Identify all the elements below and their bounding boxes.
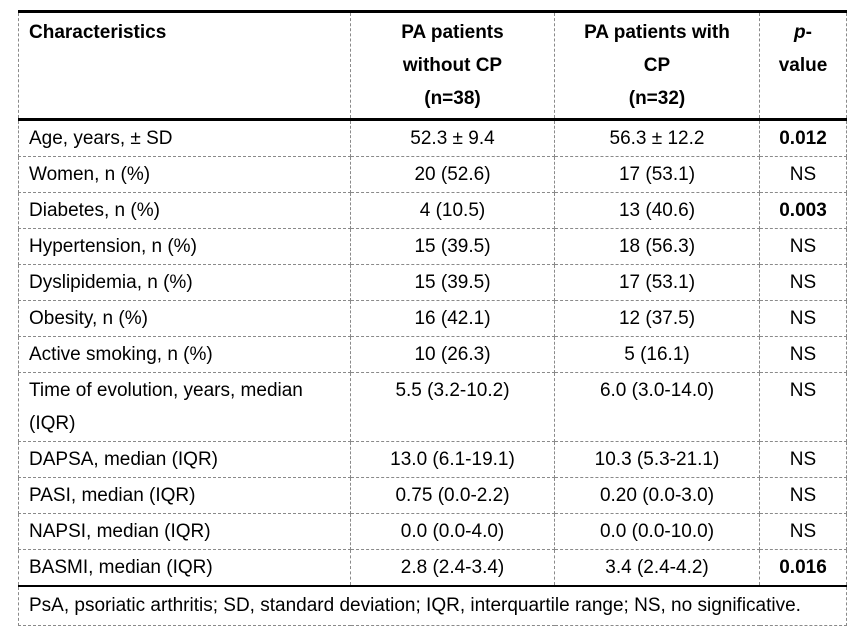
cell-with-cp: 0.20 (0.0-3.0) [554,477,760,514]
cell-with-cp: 0.0 (0.0-10.0) [554,513,760,550]
table-row-napsi: NAPSI, median (IQR) 0.0 (0.0-4.0) 0.0 (0… [18,513,847,550]
cell-characteristic: Hypertension, n (%) [18,228,351,265]
cell-characteristic: DAPSA, median (IQR) [18,441,351,478]
cell-with-cp: 56.3 ± 12.2 [554,119,760,157]
cell-without-cp: 15 (39.5) [350,264,555,301]
header-p-value: p-value [759,10,847,121]
cell-p-value: NS [759,300,847,337]
cell-without-cp: 2.8 (2.4-3.4) [350,549,555,587]
cell-p-value: NS [759,156,847,193]
cell-with-cp: 17 (53.1) [554,156,760,193]
header-pa-with-cp: PA patients with CP (n=32) [554,10,760,121]
cell-p-value: NS [759,477,847,514]
table-row-pasi: PASI, median (IQR) 0.75 (0.0-2.2) 0.20 (… [18,477,847,514]
cell-characteristic: BASMI, median (IQR) [18,549,351,587]
header-pa-without-cp: PA patients without CP (n=38) [350,10,555,121]
footnote-row: PsA, psoriatic arthritis; SD, standard d… [18,585,847,626]
cell-without-cp: 15 (39.5) [350,228,555,265]
header-group2-line3: (n=32) [628,88,686,109]
table-row-women: Women, n (%) 20 (52.6) 17 (53.1) NS [18,156,847,193]
cell-with-cp: 10.3 (5.3-21.1) [554,441,760,478]
cell-characteristic: PASI, median (IQR) [18,477,351,514]
cell-characteristic: Age, years, ± SD [18,119,351,157]
header-group2-line2: CP [643,55,671,76]
cell-characteristic: Diabetes, n (%) [18,192,351,229]
header-group1-line1: PA patients [401,22,504,43]
header-group1-line3: (n=38) [424,88,481,109]
table-row-dyslipidemia: Dyslipidemia, n (%) 15 (39.5) 17 (53.1) … [18,264,847,301]
cell-without-cp: 13.0 (6.1-19.1) [350,441,555,478]
cell-p-value: NS [759,228,847,265]
characteristics-table: Characteristics PA patients without CP (… [18,10,847,626]
cell-with-cp: 18 (56.3) [554,228,760,265]
cell-without-cp: 0.0 (0.0-4.0) [350,513,555,550]
header-characteristics: Characteristics [18,10,351,121]
cell-without-cp: 20 (52.6) [350,156,555,193]
cell-without-cp: 52.3 ± 9.4 [350,119,555,157]
cell-characteristic: NAPSI, median (IQR) [18,513,351,550]
cell-characteristic: Active smoking, n (%) [18,336,351,373]
cell-without-cp: 16 (42.1) [350,300,555,337]
table-row-basmi: BASMI, median (IQR) 2.8 (2.4-3.4) 3.4 (2… [18,549,847,587]
cell-p-value: 0.003 [759,192,847,229]
cell-without-cp: 5.5 (3.2-10.2) [350,372,555,442]
cell-with-cp: 5 (16.1) [554,336,760,373]
cell-with-cp: 6.0 (3.0-14.0) [554,372,760,442]
table-row-age: Age, years, ± SD 52.3 ± 9.4 56.3 ± 12.2 … [18,119,847,157]
footnote-text: PsA, psoriatic arthritis; SD, standard d… [18,585,847,626]
cell-characteristic: Time of evolution, years, median (IQR) [18,372,351,442]
cell-characteristic: Women, n (%) [18,156,351,193]
cell-p-value: 0.016 [759,549,847,587]
cell-with-cp: 13 (40.6) [554,192,760,229]
cell-p-value: 0.012 [759,119,847,157]
cell-with-cp: 17 (53.1) [554,264,760,301]
cell-p-value: NS [759,441,847,478]
cell-p-value: NS [759,336,847,373]
cell-p-value: NS [759,264,847,301]
cell-p-value: NS [759,372,847,442]
cell-without-cp: 4 (10.5) [350,192,555,229]
cell-characteristic: Obesity, n (%) [18,300,351,337]
cell-with-cp: 12 (37.5) [554,300,760,337]
table-row-dapsa: DAPSA, median (IQR) 13.0 (6.1-19.1) 10.3… [18,441,847,478]
table-row-diabetes: Diabetes, n (%) 4 (10.5) 13 (40.6) 0.003 [18,192,847,229]
cell-characteristic: Dyslipidemia, n (%) [18,264,351,301]
cell-with-cp: 3.4 (2.4-4.2) [554,549,760,587]
table-row-hypertension: Hypertension, n (%) 15 (39.5) 18 (56.3) … [18,228,847,265]
header-row: Characteristics PA patients without CP (… [18,10,847,121]
header-group2-line1: PA patients with [584,22,730,43]
table-row-time-of-evolution: Time of evolution, years, median (IQR) 5… [18,372,847,442]
cell-p-value: NS [759,513,847,550]
p-value-italic-p: p [794,22,806,43]
header-group1-line2: without CP [402,55,503,76]
p-value-rest: -value [778,22,828,76]
table-row-active-smoking: Active smoking, n (%) 10 (26.3) 5 (16.1)… [18,336,847,373]
page: Characteristics PA patients without CP (… [18,10,847,626]
table-row-obesity: Obesity, n (%) 16 (42.1) 12 (37.5) NS [18,300,847,337]
cell-without-cp: 0.75 (0.0-2.2) [350,477,555,514]
cell-without-cp: 10 (26.3) [350,336,555,373]
